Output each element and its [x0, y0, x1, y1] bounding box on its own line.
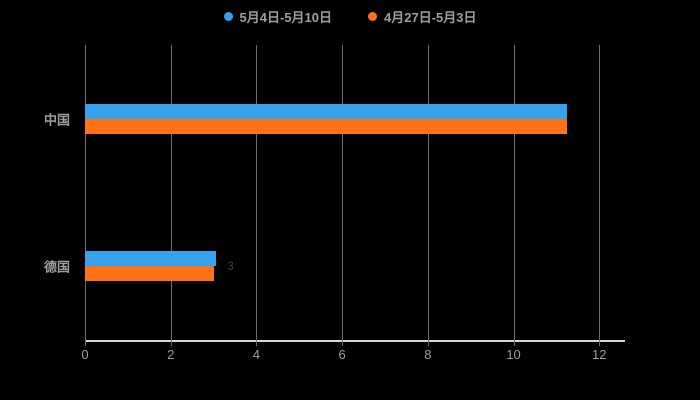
x-tick-label: 0: [81, 347, 89, 362]
y-category-label: 中国: [43, 112, 70, 128]
gridline: [427, 45, 429, 346]
x-tick-label: 12: [592, 347, 607, 362]
gridline: [513, 45, 515, 346]
gridline: [170, 45, 172, 346]
gridline: [342, 45, 344, 346]
gridline: [599, 45, 601, 346]
bar: [85, 266, 214, 282]
legend: 5月4日-5月10日 4月27日-5月3日: [0, 7, 700, 26]
x-tick-label: 6: [338, 347, 346, 362]
x-axis-labels: 0 2 4 6 8 10 12: [81, 347, 625, 365]
x-tick-label: 8: [424, 347, 432, 362]
data-label: 3: [227, 259, 234, 274]
bar: [85, 103, 568, 119]
y-category-label: 德国: [43, 259, 70, 275]
plot-area: 3: [85, 45, 625, 346]
x-tick-label: 10: [506, 347, 521, 362]
legend-item-series-2[interactable]: 4月27日-5月3日: [368, 7, 476, 26]
legend-label: 5月4日-5月10日: [239, 10, 332, 25]
bar: [85, 251, 216, 267]
legend-item-series-1[interactable]: 5月4日-5月10日: [223, 7, 332, 26]
bar: [85, 118, 568, 134]
x-tick-label: 2: [167, 347, 175, 362]
y-axis-labels: 中国 德国: [0, 45, 78, 340]
legend-marker-icon: [223, 12, 233, 21]
gridline: [85, 45, 86, 346]
legend-label: 4月27日-5月3日: [384, 10, 477, 25]
x-tick-label: 4: [252, 347, 261, 362]
gridline: [256, 45, 258, 346]
legend-marker-icon: [368, 12, 377, 21]
